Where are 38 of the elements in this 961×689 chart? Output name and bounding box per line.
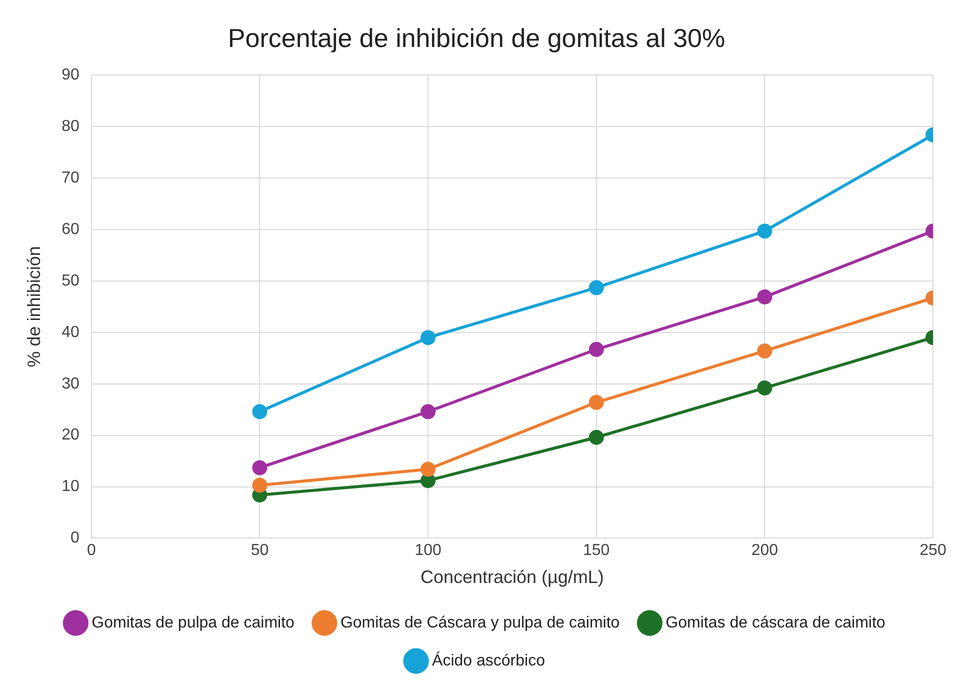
y-tick-label: 70 (62, 169, 80, 186)
point (588, 280, 604, 296)
point (757, 343, 772, 358)
y-tick-label: 90 (62, 66, 80, 84)
point (420, 404, 436, 420)
point (420, 330, 436, 346)
point (757, 380, 772, 396)
legend-label: Gomitas de cáscara de caimito (666, 614, 886, 632)
y-tick-label: 50 (62, 272, 80, 290)
y-tick-label: 20 (62, 426, 80, 444)
x-tick-label: 250 (920, 542, 946, 560)
point (588, 342, 604, 357)
x-tick-label: 150 (583, 542, 610, 560)
point (588, 394, 604, 410)
legend-label: Gomitas de pulpa de caimito (92, 614, 295, 632)
y-tick-label: 80 (62, 118, 80, 136)
point (252, 404, 268, 420)
x-axis-title: Concentración (µg/mL) (420, 567, 604, 588)
x-tick-label: 50 (250, 542, 269, 560)
point (757, 224, 772, 239)
y-tick-label: 60 (62, 220, 80, 238)
y-tick-label: 40 (62, 324, 80, 341)
legend-label: Gomitas de Cáscara y pulpa de caimito (340, 614, 620, 632)
y-axis-title: % de inhibición (24, 246, 44, 368)
point (252, 478, 268, 493)
point (420, 473, 436, 488)
y-tick-label: 0 (70, 530, 80, 547)
point (252, 460, 268, 476)
x-tick-label: 100 (414, 542, 442, 560)
point (420, 462, 436, 477)
point (588, 430, 604, 445)
point (757, 289, 772, 304)
x-tick-label: 200 (751, 542, 778, 560)
legend-label: Ácido ascórbico (432, 651, 546, 670)
y-tick-label: 10 (62, 478, 80, 496)
chart-title: Porcentaje de inhibición de gomitas al 30% (228, 22, 726, 53)
x-tick-label: 0 (86, 542, 96, 560)
y-tick-label: 30 (62, 375, 80, 392)
